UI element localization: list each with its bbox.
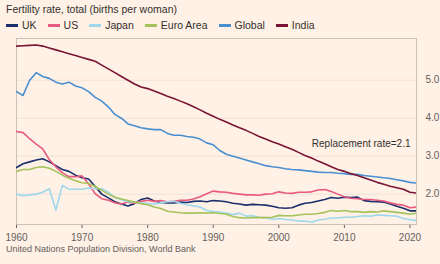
svg-text:2000: 2000 [268, 232, 291, 243]
svg-text:4.0: 4.0 [426, 112, 440, 123]
html-text:Euro Area: Euro Area [160, 19, 208, 31]
html-text:UK: UK [22, 19, 37, 31]
html-text:United Nations Population Divi: United Nations Population Division, Worl… [6, 244, 196, 254]
svg-text:2020: 2020 [399, 232, 422, 243]
svg-text:1980: 1980 [137, 232, 160, 243]
svg-text:3.0: 3.0 [426, 150, 440, 161]
svg-text:1970: 1970 [71, 232, 94, 243]
svg-text:2010: 2010 [333, 232, 356, 243]
svg-text:1960: 1960 [5, 232, 28, 243]
html-text:Japan: Japan [105, 19, 134, 31]
html-text:Fertility rate, total (births: Fertility rate, total (births per woman) [6, 3, 177, 15]
html-text:US: US [63, 19, 79, 31]
html-text:India: India [291, 19, 315, 31]
svg-text:2.0: 2.0 [426, 188, 440, 199]
svg-text:1990: 1990 [202, 232, 225, 243]
svg-text:Replacement rate=2.1: Replacement rate=2.1 [312, 138, 411, 149]
svg-text:5.0: 5.0 [426, 74, 440, 85]
html-text:Global: Global [234, 19, 265, 31]
